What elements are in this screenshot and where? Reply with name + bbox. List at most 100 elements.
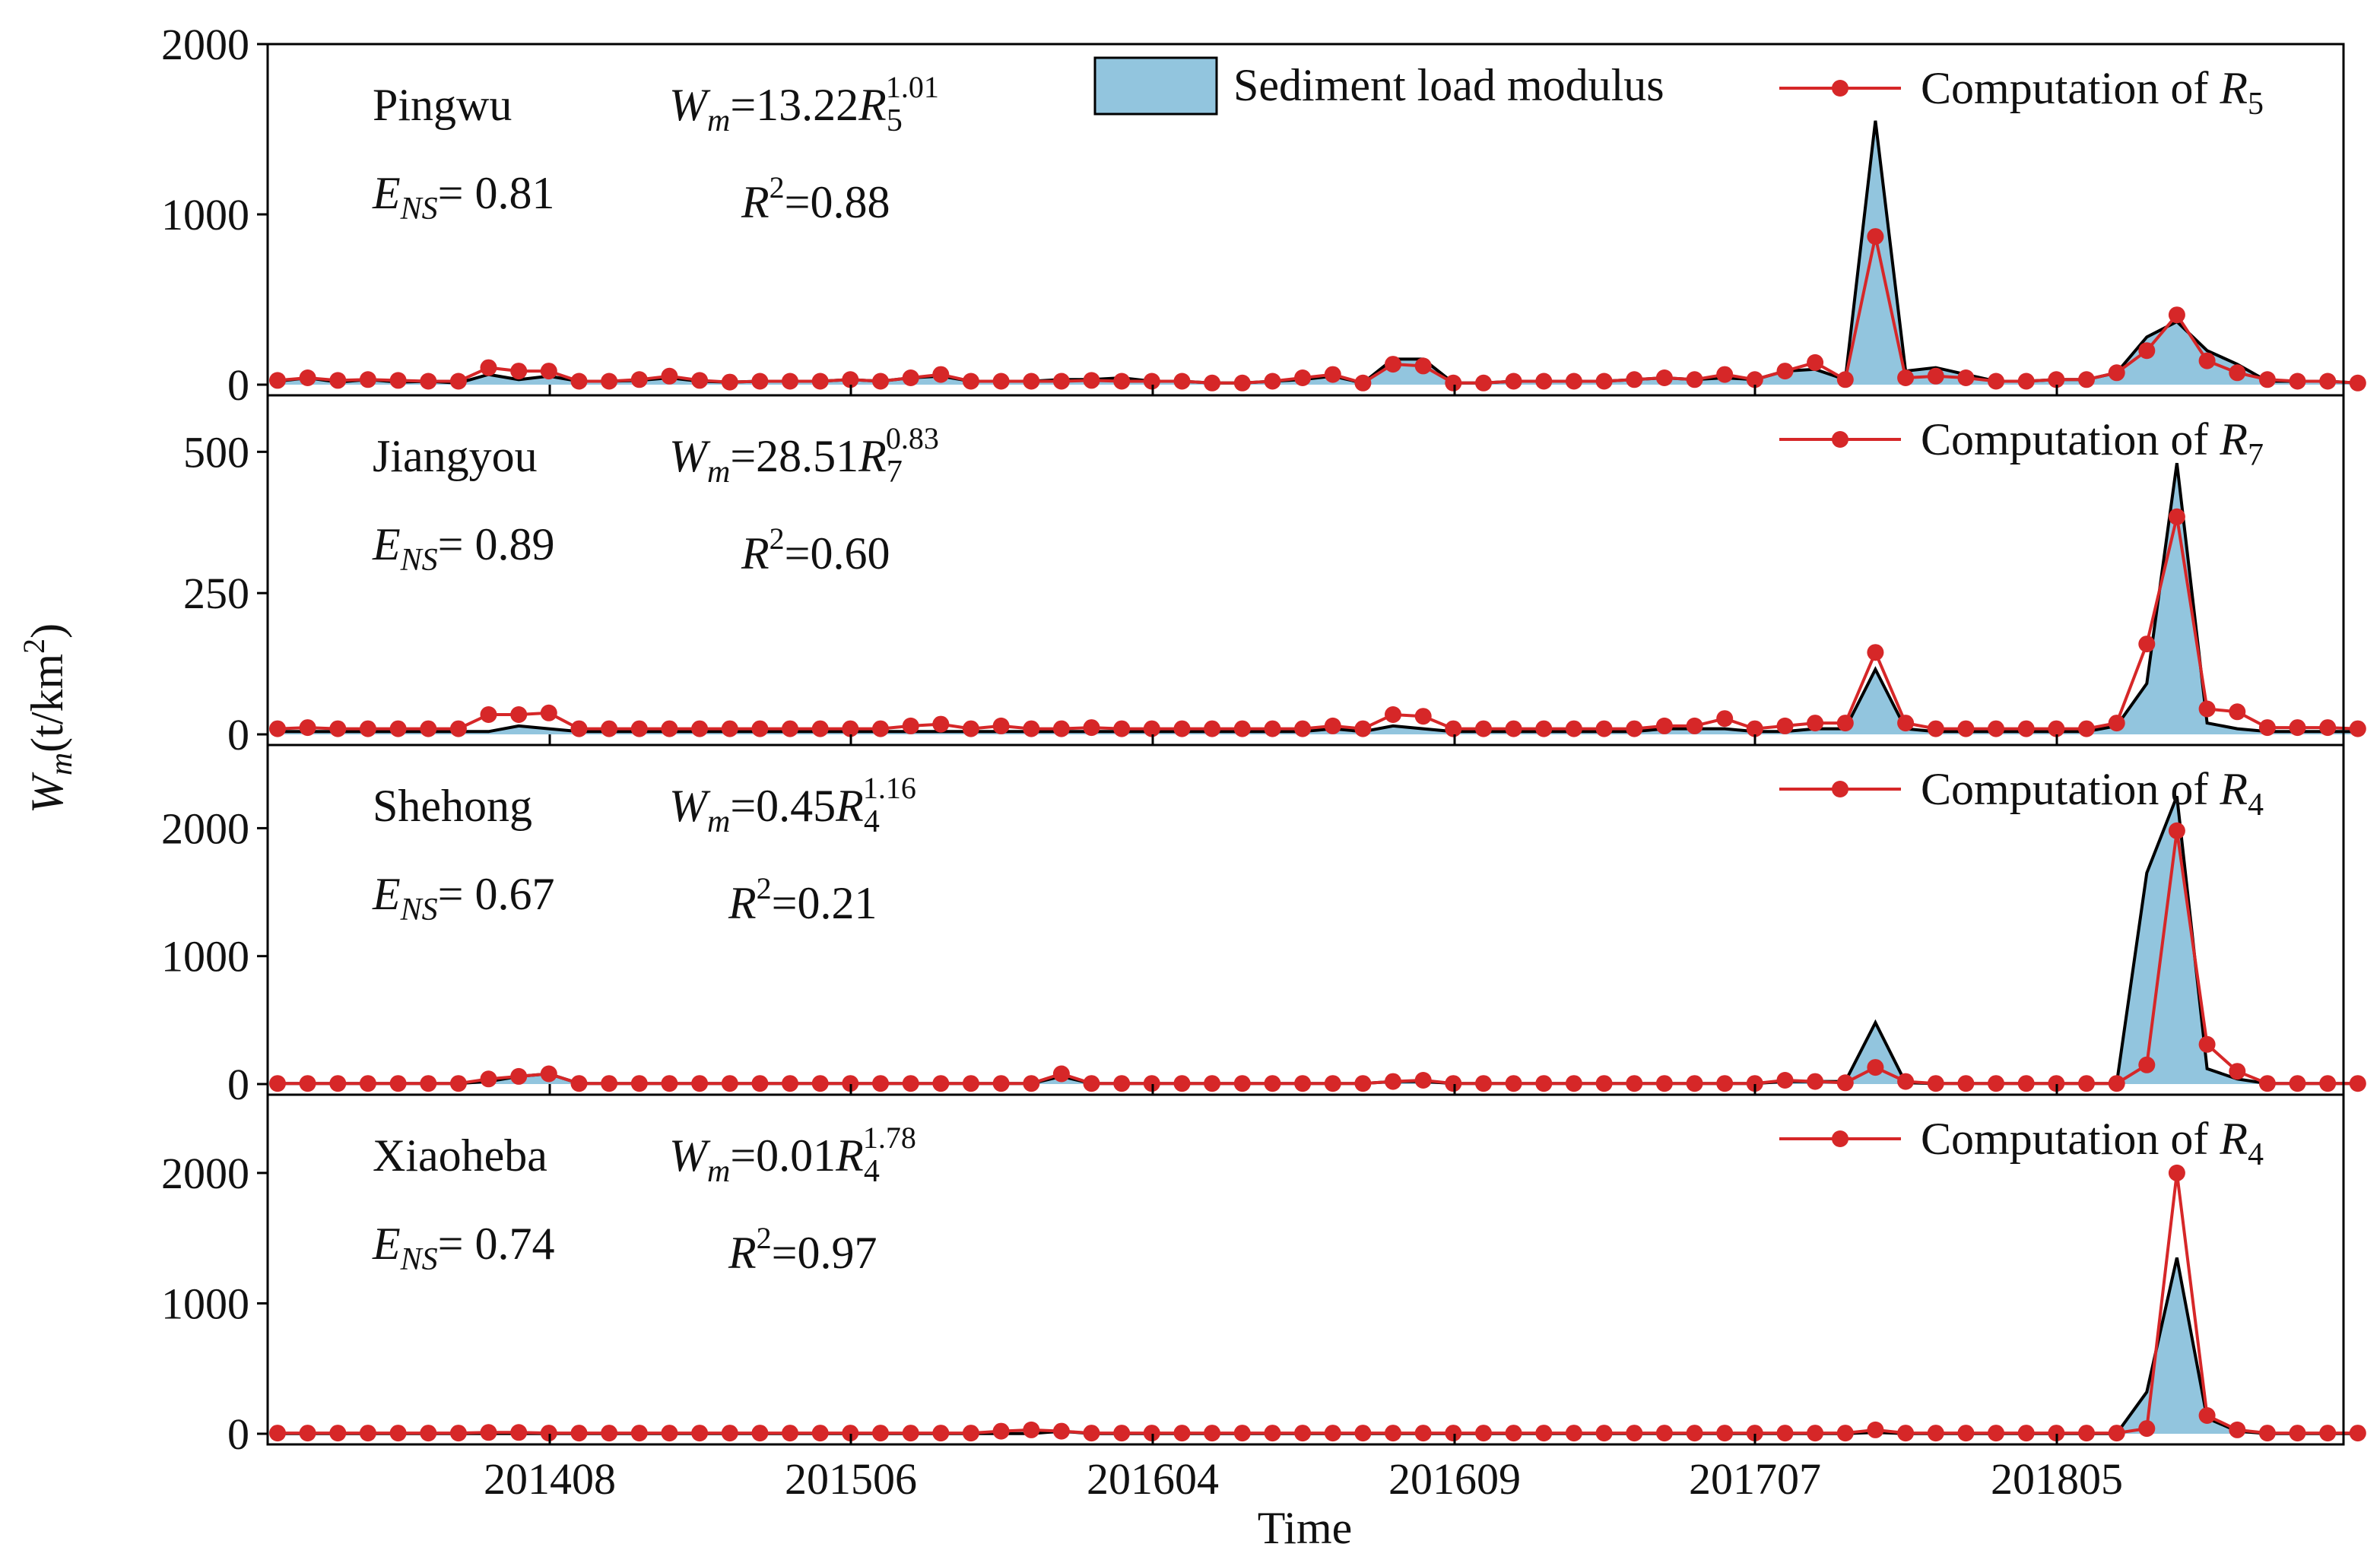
computed-point — [420, 720, 437, 737]
computed-point — [1988, 373, 2004, 390]
legend-computed-var: R — [2219, 63, 2248, 113]
computed-point — [1505, 1425, 1522, 1442]
computed-point — [1897, 369, 1915, 386]
computed-point — [480, 1070, 497, 1088]
r2-value: =0.97 — [772, 1228, 877, 1278]
equation-exp: 1.78 — [863, 1121, 916, 1155]
computed-point — [1052, 720, 1070, 737]
y-tick-label: 0 — [227, 360, 249, 410]
computed-point — [1083, 1075, 1100, 1092]
r2-sup: 2 — [757, 871, 772, 905]
computed-point — [1565, 373, 1582, 390]
equation-var-sub: 5 — [887, 103, 903, 138]
computed-point — [1385, 356, 1401, 373]
y-axis-var-sub: m — [44, 753, 79, 775]
computed-point — [751, 720, 769, 737]
computed-point — [1385, 1073, 1401, 1090]
computed-point — [962, 720, 979, 737]
computed-point — [1445, 1425, 1462, 1442]
computed-point — [540, 1065, 557, 1083]
computed-point — [1354, 374, 1372, 392]
computed-point — [2138, 1420, 2156, 1438]
computed-point — [480, 706, 497, 723]
computed-point — [992, 373, 1010, 390]
r2-value: =0.21 — [772, 878, 877, 928]
computed-point — [2048, 371, 2065, 388]
computed-point — [2138, 1056, 2156, 1073]
computed-point — [1655, 1425, 1673, 1442]
computed-point — [1023, 1075, 1040, 1092]
computed-point — [2258, 371, 2276, 388]
x-tick-label: 201609 — [1388, 1454, 1521, 1504]
computed-point — [1204, 1425, 1221, 1442]
computed-point — [1957, 1425, 1975, 1442]
computed-point — [1988, 1075, 2004, 1092]
computed-point — [1264, 720, 1281, 737]
computed-point — [329, 372, 347, 389]
computed-point — [1746, 371, 1763, 388]
computed-point — [782, 720, 798, 737]
computed-point — [1807, 1073, 1824, 1090]
computed-point — [1414, 357, 1432, 375]
computed-point — [299, 369, 316, 386]
computed-point — [1867, 1421, 1884, 1438]
computed-point — [842, 720, 859, 737]
r2-var: R — [728, 1228, 757, 1278]
computed-point — [1023, 720, 1040, 737]
computed-point — [1535, 373, 1553, 390]
computed-point — [1595, 1425, 1613, 1442]
equation-exp: 1.16 — [863, 771, 916, 805]
ens-label: ENS= 0.89 — [372, 519, 555, 578]
equation-var: R — [835, 1130, 864, 1181]
computed-point — [389, 720, 407, 737]
ens-label: ENS= 0.67 — [372, 869, 555, 927]
computed-point — [782, 1075, 798, 1092]
observed-area — [278, 796, 2358, 1084]
computed-point — [661, 1425, 678, 1442]
panel-frame — [266, 1093, 2345, 1446]
equation: Wm=0.01R41.78 — [669, 1121, 916, 1189]
computed-point — [1354, 1425, 1372, 1442]
computed-point — [2078, 1075, 2095, 1092]
legend-computed-label: Computation of R4 — [1921, 764, 2264, 823]
x-tick-label: 201707 — [1689, 1454, 1821, 1504]
computed-point — [2017, 1425, 2035, 1442]
computed-point — [782, 373, 798, 390]
computed-point — [449, 1075, 467, 1092]
computed-point — [902, 1425, 919, 1442]
equation-lhs: W — [669, 1130, 711, 1181]
computed-point — [2108, 364, 2125, 382]
legend-computed-marker — [1832, 1130, 1848, 1147]
computed-point — [601, 720, 618, 737]
computed-point — [1595, 720, 1613, 737]
computed-point — [1143, 1075, 1160, 1092]
computed-point — [1264, 373, 1281, 390]
computed-point — [872, 373, 889, 390]
computed-point — [1535, 720, 1553, 737]
computed-point — [2048, 1075, 2065, 1092]
observed-line — [278, 795, 2358, 1086]
equation-var: R — [835, 781, 864, 831]
equation: Wm=13.22R51.01 — [669, 70, 939, 138]
ens-var: E — [372, 168, 401, 218]
computed-point — [1655, 717, 1673, 734]
computed-point — [1023, 1421, 1040, 1438]
computed-point — [691, 1075, 709, 1092]
legend-computed-sub: 5 — [2248, 87, 2264, 122]
equation-lhs-sub: m — [707, 804, 730, 839]
observed-line — [277, 120, 2358, 385]
computed-point — [1324, 1425, 1341, 1442]
computed-point — [2229, 1421, 2246, 1438]
computed-point — [630, 1075, 648, 1092]
equation-var: R — [858, 80, 887, 130]
legend-computed-sub: 4 — [2248, 1137, 2264, 1172]
computed-point — [2198, 352, 2216, 369]
computed-point — [842, 1075, 859, 1092]
computed-point — [1565, 1425, 1582, 1442]
computed-point — [1867, 1059, 1884, 1076]
computed-point — [1746, 1075, 1763, 1092]
legend-computed-marker — [1832, 781, 1848, 797]
computed-point — [1655, 1075, 1673, 1092]
computed-point — [992, 1075, 1010, 1092]
computed-point — [1595, 1075, 1613, 1092]
